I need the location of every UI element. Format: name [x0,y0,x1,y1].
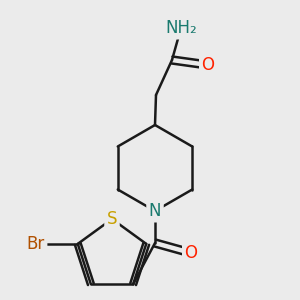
Text: O: O [202,56,214,74]
Text: O: O [184,244,197,262]
Text: N: N [149,202,161,220]
Text: NH₂: NH₂ [165,19,197,37]
Text: S: S [107,210,117,228]
Text: Br: Br [27,235,45,253]
